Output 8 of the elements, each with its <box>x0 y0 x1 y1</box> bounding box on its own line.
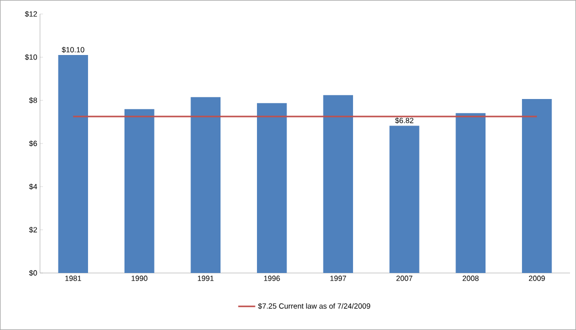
bar <box>323 95 354 273</box>
bar <box>522 99 552 273</box>
bar <box>256 103 287 273</box>
bar <box>389 126 420 273</box>
bar <box>456 113 486 273</box>
bar <box>190 97 221 273</box>
bar <box>124 109 154 273</box>
bar <box>58 55 88 273</box>
